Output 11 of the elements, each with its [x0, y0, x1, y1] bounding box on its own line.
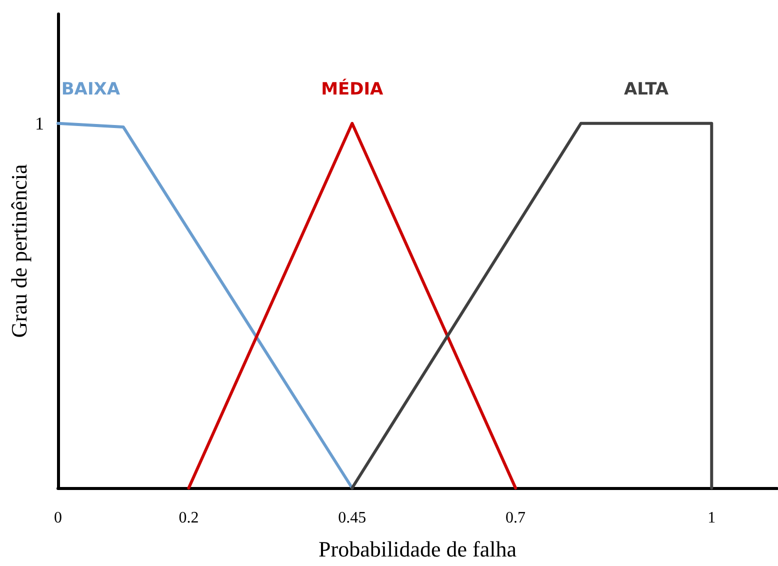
y-axis-title: Grau de pertinência: [6, 164, 32, 338]
x-tick-label: 0: [54, 510, 62, 526]
x-tick-label: 0.7: [506, 510, 526, 526]
x-tick-label: 0.2: [178, 510, 199, 526]
text: MÉDIA: [321, 78, 384, 100]
x-tick-label: 1: [708, 510, 716, 526]
x-tick-label: 0.45: [338, 510, 366, 526]
annotation: 1: [35, 113, 44, 134]
series-label: BAIXA: [61, 79, 121, 100]
x-axis-title: Probabilidade de falha: [318, 536, 517, 562]
series-label: ALTA: [624, 79, 670, 100]
